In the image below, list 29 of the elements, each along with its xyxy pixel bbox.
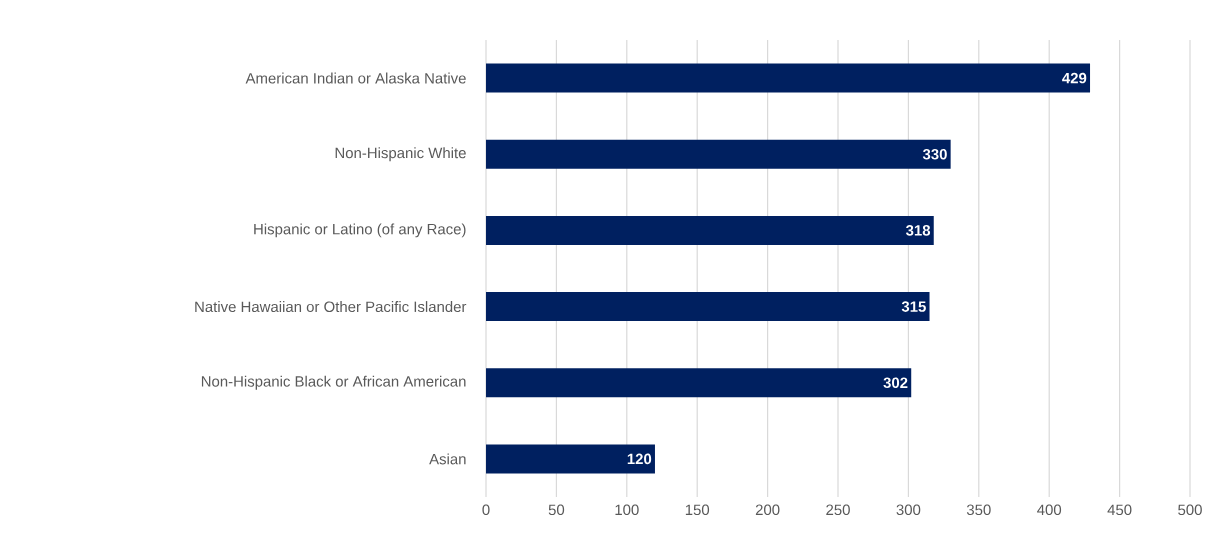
y-tick-label: Hispanic or Latino (of any Race) <box>254 223 466 238</box>
data-label: 318 <box>905 225 931 236</box>
data-label: 120 <box>627 453 652 465</box>
x-tick-label: 250 <box>826 504 850 516</box>
x-tick-label: 200 <box>755 504 780 516</box>
data-label: 330 <box>922 148 947 160</box>
x-tick-label: 0 <box>482 504 490 516</box>
bar <box>486 215 934 245</box>
data-label: 302 <box>883 377 908 389</box>
x-tick-label: 350 <box>966 504 991 516</box>
data-label: 315 <box>901 301 926 312</box>
y-tick-label: Asian <box>429 453 466 465</box>
x-tick-label: 100 <box>615 504 639 516</box>
bar <box>486 63 1091 93</box>
y-tick-label: Non-Hispanic White <box>335 147 466 162</box>
y-tick-label: Non-Hispanic Black or African American <box>201 375 466 390</box>
data-label: 429 <box>1062 72 1087 84</box>
x-tick-label: 400 <box>1037 504 1062 516</box>
x-tick-label: 450 <box>1107 504 1132 516</box>
x-tick-label: 300 <box>896 504 921 516</box>
x-tick-label: 150 <box>685 504 710 516</box>
y-tick-label: Native Hawaiian or Other Pacific Islander <box>195 301 467 313</box>
x-tick-label: 50 <box>548 504 565 516</box>
bar <box>486 368 912 398</box>
bar <box>486 292 930 322</box>
y-tick-label: American Indian or Alaska Native <box>245 72 466 84</box>
bar <box>486 444 655 474</box>
bar <box>486 139 951 169</box>
x-tick-label: 500 <box>1178 504 1202 516</box>
